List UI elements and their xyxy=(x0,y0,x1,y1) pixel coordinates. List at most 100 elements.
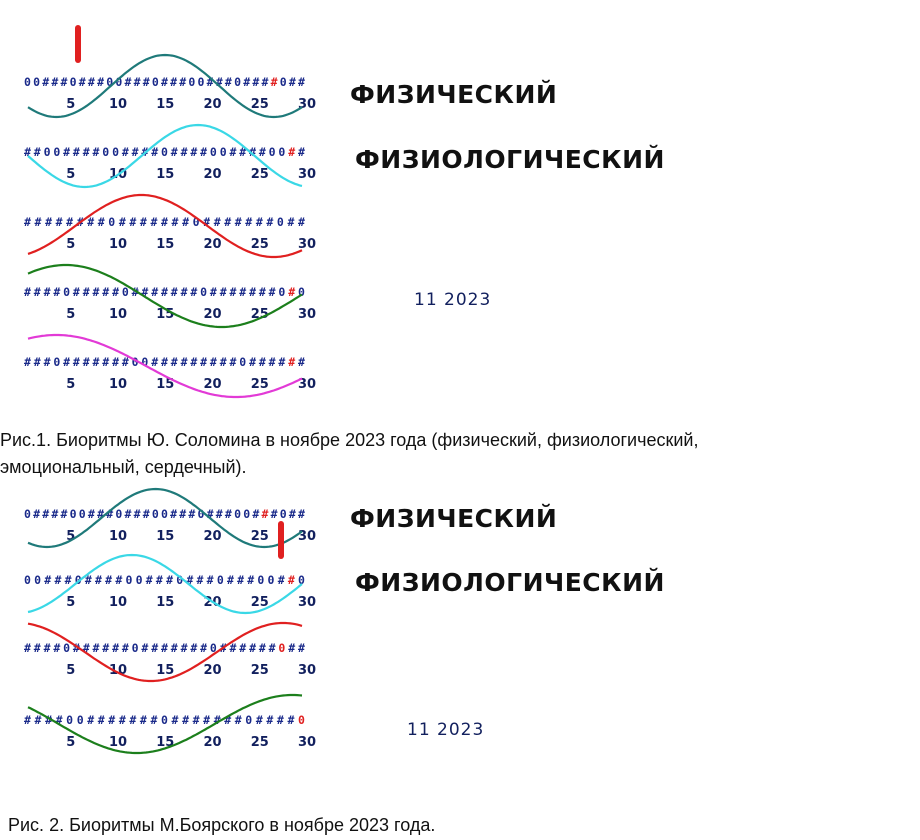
day-char: # xyxy=(97,75,104,89)
day-char: # xyxy=(119,215,126,229)
day-char: 0 xyxy=(108,215,115,229)
day-char: # xyxy=(172,215,179,229)
day-char: 0 xyxy=(234,507,241,521)
x-tick-label: 25 xyxy=(251,167,269,182)
day-char: # xyxy=(203,713,210,727)
day-char: # xyxy=(289,75,296,89)
day-char: # xyxy=(124,507,131,521)
day-char: # xyxy=(190,145,197,159)
x-tick-label: 5 xyxy=(66,595,75,610)
x-tick-label: 10 xyxy=(109,237,127,252)
x-tick-label: 10 xyxy=(109,735,127,750)
day-char: # xyxy=(278,573,285,587)
x-tick-label: 5 xyxy=(66,529,75,544)
day-char: 0 xyxy=(239,355,246,369)
day-char: 0 xyxy=(53,145,60,159)
day-char: # xyxy=(124,75,131,89)
x-tick-label: 15 xyxy=(156,377,174,392)
day-char: # xyxy=(179,75,186,89)
day-char: # xyxy=(289,507,296,521)
day-char: # xyxy=(53,641,60,655)
x-tick-label: 15 xyxy=(156,663,174,678)
x-tick-label: 25 xyxy=(251,663,269,678)
day-char: # xyxy=(261,75,268,89)
day-char: 0 xyxy=(77,713,84,727)
biorhythm-chart-1: 0 0 # # #0 # # #0 0 # # #0 # # #0 0 # # #0 # # # #0 # #5 10 15 20 25… xyxy=(24,25,316,399)
x-tick-label: 30 xyxy=(298,237,316,252)
day-char: # xyxy=(166,573,173,587)
caption-line: Рис. 2. Биоритмы М.Боярского в ноябре 20… xyxy=(8,815,436,835)
x-tick-label: 15 xyxy=(156,97,174,112)
x-tick-label: 10 xyxy=(109,595,127,610)
day-char: # xyxy=(112,355,119,369)
day-char: 0 xyxy=(193,215,200,229)
day-char: # xyxy=(298,75,305,89)
day-char: # xyxy=(106,507,113,521)
x-tick-label: 15 xyxy=(156,237,174,252)
day-char: # xyxy=(269,355,276,369)
day-char: # xyxy=(298,507,305,521)
day-char: # xyxy=(179,507,186,521)
day-char: # xyxy=(298,145,305,159)
biorhythm-curve xyxy=(27,53,303,119)
day-char: 0 xyxy=(24,507,31,521)
x-tick-label: 20 xyxy=(203,97,221,112)
day-char: # xyxy=(93,641,100,655)
day-char: # xyxy=(171,355,178,369)
day-char: # xyxy=(220,285,227,299)
day-char: # xyxy=(24,145,31,159)
day-char: # xyxy=(224,215,231,229)
day-strip: 0 # # # #0 0 # # #0 # # #0 0 # # #0 # # #0 0 # # #0 # # xyxy=(24,507,305,521)
day-char: 0 xyxy=(269,145,276,159)
day-char: 0 xyxy=(234,75,241,89)
day-char: # xyxy=(150,215,157,229)
x-tick-label: 20 xyxy=(203,663,221,678)
day-char: # xyxy=(171,285,178,299)
biorhythm-row-1: 0 # # # #0 0 # # #0 # # #0 0 # # #0 # # #0 0 # # #0 # #5 10 15 20 25… xyxy=(24,487,316,549)
day-strip: # # #0 # # # # # # #0 0 # # # # # # # # #0 # # # # # # xyxy=(24,355,305,369)
x-tick-label: 25 xyxy=(251,237,269,252)
day-char: # xyxy=(156,573,163,587)
day-char: # xyxy=(249,641,256,655)
day-char: # xyxy=(83,641,90,655)
day-char: # xyxy=(87,713,94,727)
biorhythm-curve xyxy=(27,263,303,329)
day-char: # xyxy=(24,641,31,655)
day-char: 0 xyxy=(257,573,264,587)
figure-1-caption: Рис.1. Биоритмы Ю. Соломина в ноябре 202… xyxy=(0,427,698,481)
day-char: 0 xyxy=(176,573,183,587)
day-char: # xyxy=(224,713,231,727)
day-char: 0 xyxy=(75,573,82,587)
day-char: # xyxy=(83,285,90,299)
day-char: # xyxy=(102,641,109,655)
day-char: 0 xyxy=(220,145,227,159)
day-char: # xyxy=(193,713,200,727)
day-char: 0 xyxy=(115,75,122,89)
day-char: # xyxy=(97,507,104,521)
day-char: # xyxy=(171,145,178,159)
day-char: 0 xyxy=(106,75,113,89)
day-char: 0 xyxy=(70,507,77,521)
day-char: # xyxy=(210,285,217,299)
day-char: 0 xyxy=(112,145,119,159)
x-tick-label: 5 xyxy=(66,735,75,750)
day-char: 0 xyxy=(34,573,41,587)
day-char: # xyxy=(45,215,52,229)
day-strip: 0 0 # # #0 # # #0 0 # # #0 # # #0 0 # # #0 # # # #0 # # xyxy=(24,75,305,89)
x-tick-label: 30 xyxy=(298,307,316,322)
x-tick-label: 30 xyxy=(298,529,316,544)
day-char: 0 xyxy=(44,145,51,159)
day-char: # xyxy=(170,507,177,521)
day-char: # xyxy=(252,507,259,521)
biorhythm-row-5: # # #0 # # # # # # #0 0 # # # # # # # # #0 # # # # # #5 10 15 20 25 30 xyxy=(24,333,316,399)
day-char: # xyxy=(161,641,168,655)
day-char: # xyxy=(79,75,86,89)
day-char: 0 xyxy=(268,573,275,587)
day-char: # xyxy=(288,285,295,299)
day-char: # xyxy=(277,713,284,727)
day-char: # xyxy=(207,507,214,521)
day-char: 0 xyxy=(217,573,224,587)
day-strip: # # # # # # # #0 # # # # # # #0 # # # # # # #0 # # xyxy=(24,215,305,229)
day-char: 0 xyxy=(280,507,287,521)
day-char: # xyxy=(108,713,115,727)
